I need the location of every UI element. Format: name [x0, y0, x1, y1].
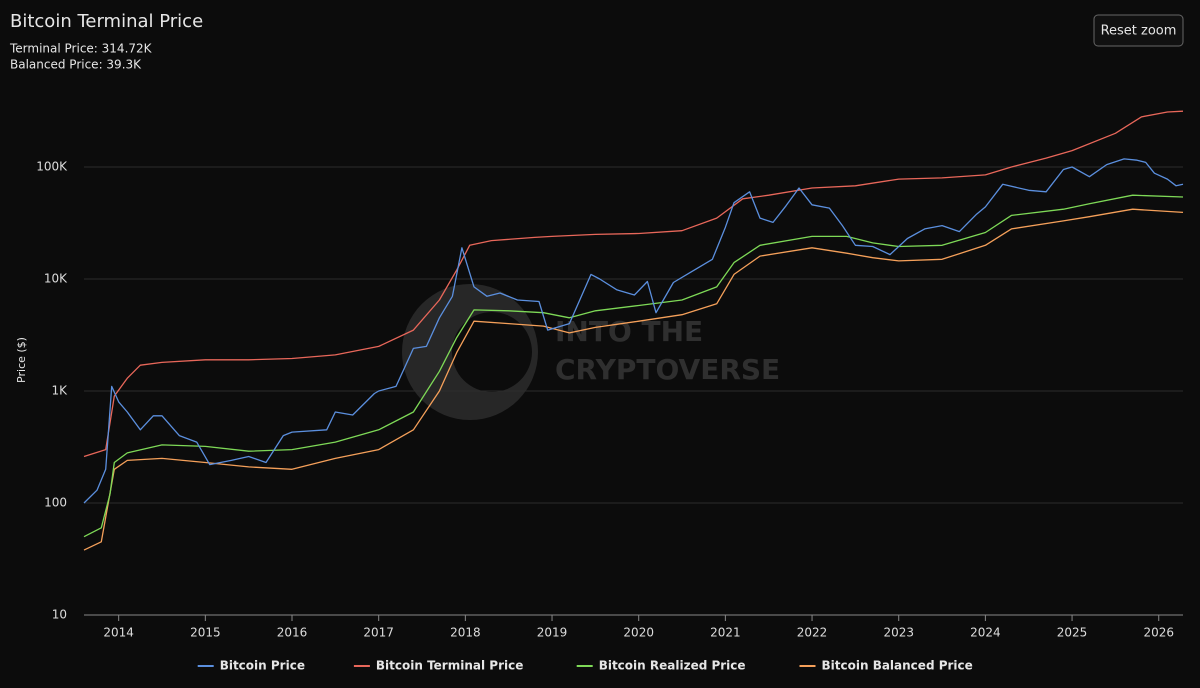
x-tick-label: 2015	[190, 626, 221, 640]
button-label[interactable]: Reset zoom	[1101, 24, 1177, 39]
x-tick-label: 2020	[623, 626, 654, 640]
x-tick-label: 2025	[1057, 626, 1088, 640]
series-line	[83, 158, 1184, 504]
series-line	[83, 194, 1184, 538]
legend: Bitcoin Price Bitcoin Terminal Price Bitco…	[197, 659, 973, 673]
button-frame[interactable]	[1093, 14, 1184, 47]
stat-line: Balanced Price: 39.3K	[10, 58, 142, 72]
x-tick-label: 2016	[277, 626, 308, 640]
y-axis-label: Price ($)	[15, 337, 28, 383]
series-line	[83, 208, 1184, 551]
y-tick-label: 10	[52, 608, 67, 622]
legend-label: Bitcoin Terminal Price	[376, 659, 523, 673]
x-tick-label: 2026	[1143, 626, 1174, 640]
watermark: INTO THE CRYPTOVERSE	[402, 284, 780, 420]
watermark-logo	[402, 284, 538, 420]
x-tick-label: 2023	[883, 626, 914, 640]
watermark-logo-cut	[452, 312, 532, 392]
x-tick-label: 2019	[537, 626, 568, 640]
chart-title: Bitcoin Terminal Price	[10, 11, 203, 32]
legend-label: Bitcoin Realized Price	[599, 659, 746, 673]
x-tick-label: 2018	[450, 626, 481, 640]
legend-label: Bitcoin Balanced Price	[822, 659, 973, 673]
legend-label: Bitcoin Price	[220, 659, 305, 673]
y-tick-label: 1K	[51, 384, 68, 398]
legend-item: Bitcoin Realized Price	[576, 659, 746, 673]
y-tick-label: 100K	[36, 160, 68, 174]
watermark-text: INTO THE	[555, 315, 703, 348]
legend-item: Bitcoin Balanced Price	[799, 659, 973, 673]
x-tick-label: 2024	[970, 626, 1001, 640]
watermark-text: CRYPTOVERSE	[555, 353, 780, 386]
x-tick-label: 2014	[103, 626, 134, 640]
reset-zoom-button[interactable]: Reset zoom	[1093, 14, 1184, 47]
x-tick-label: 2021	[710, 626, 741, 640]
series-line	[83, 110, 1184, 458]
stat-line: Terminal Price: 314.72K	[9, 42, 153, 56]
x-tick-label: 2022	[797, 626, 828, 640]
y-tick-label: 100	[44, 496, 67, 510]
legend-item: Bitcoin Terminal Price	[353, 659, 523, 673]
y-tick-label: 10K	[44, 272, 68, 286]
x-tick-label: 2017	[363, 626, 394, 640]
legend-item: Bitcoin Price	[197, 659, 305, 673]
